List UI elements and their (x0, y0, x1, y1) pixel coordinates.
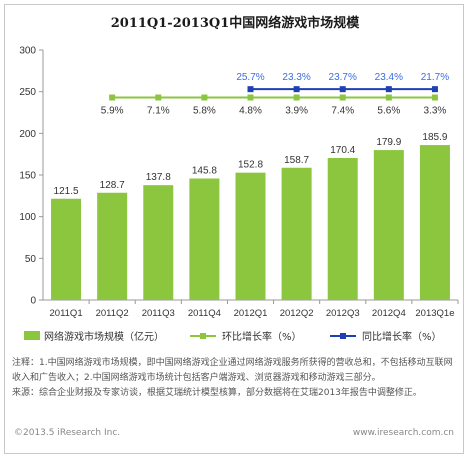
y-tick-label: 300 (19, 46, 36, 57)
x-tick-label: 2011Q3 (142, 308, 175, 319)
bar (327, 158, 358, 300)
bar-value-label: 179.9 (376, 137, 401, 148)
mom-growth-marker (385, 94, 392, 101)
mom-growth-label: 5.9% (101, 106, 124, 117)
mom-growth-label: 5.8% (193, 106, 216, 117)
mom-growth-label: 4.8% (239, 106, 262, 117)
mom-growth-marker (431, 94, 438, 101)
yoy-growth-marker (339, 86, 346, 93)
bar (189, 178, 220, 300)
x-tick-label: 2011Q4 (188, 308, 221, 319)
yoy-growth-label: 23.7% (329, 72, 357, 83)
bar-value-label: 137.8 (146, 172, 171, 183)
mom-growth-label: 3.3% (424, 106, 447, 117)
y-tick-label: 100 (19, 212, 36, 223)
mom-growth-label: 5.6% (377, 106, 400, 117)
note-text: 注释：1.中国网络游戏市场规模，即中国网络游戏企业通过网络游戏服务所获得的营收总… (12, 358, 453, 383)
x-tick-label: 2012Q3 (326, 308, 360, 319)
copyright-text: ©2013.5 iResearch Inc. (14, 428, 121, 438)
bar (97, 192, 128, 300)
x-tick-label: 2013Q1e (415, 308, 454, 319)
bar-value-label: 121.5 (54, 186, 79, 197)
y-tick-label: 250 (19, 87, 36, 98)
bar (235, 172, 266, 300)
bar-value-label: 158.7 (284, 155, 309, 166)
website-text: www.iresearch.com.cn (352, 428, 454, 438)
legend-yoy-label: 同比增长率（%） (362, 330, 442, 343)
mom-growth-marker (339, 94, 346, 101)
x-tick-label: 2012Q2 (280, 308, 314, 319)
bar-value-label: 152.8 (238, 160, 263, 171)
x-tick-label: 2012Q1 (234, 308, 268, 319)
yoy-growth-label: 25.7% (236, 72, 264, 83)
bar (143, 185, 174, 300)
mom-growth-label: 3.9% (285, 106, 308, 117)
bar (281, 167, 312, 300)
mom-growth-label: 7.4% (331, 106, 354, 117)
bar (373, 150, 404, 300)
source-text: 来源：综合企业财报及专家访谈，根据艾瑞统计模型核算，部分数据将在艾瑞2013年报… (12, 388, 422, 398)
yoy-growth-marker (293, 86, 300, 93)
bar-value-label: 128.7 (100, 180, 125, 191)
mom-growth-marker (155, 94, 162, 101)
bar (51, 198, 82, 300)
bar-value-label: 145.8 (192, 166, 217, 177)
yoy-growth-label: 21.7% (421, 72, 449, 83)
bar-value-label: 185.9 (422, 132, 447, 143)
y-tick-label: 150 (19, 171, 36, 182)
yoy-growth-marker (385, 86, 392, 93)
yoy-growth-label: 23.4% (375, 72, 403, 83)
bar-value-label: 170.4 (330, 145, 355, 156)
mom-growth-marker (109, 94, 116, 101)
yoy-growth-marker (431, 86, 438, 93)
y-tick-label: 50 (25, 254, 37, 265)
legend-bar-swatch (24, 331, 40, 340)
x-tick-label: 2011Q2 (96, 308, 129, 319)
y-tick-label: 0 (30, 296, 36, 307)
yoy-growth-marker (247, 86, 254, 93)
legend-yoy-marker (340, 333, 346, 339)
mom-growth-marker (293, 94, 300, 101)
chart-title: 2011Q1-2013Q1中国网络游戏市场规模 (110, 16, 360, 31)
legend-bar-label: 网络游戏市场规模（亿元） (44, 330, 164, 343)
legend-mom-marker (200, 333, 206, 339)
mom-growth-marker (201, 94, 208, 101)
x-tick-label: 2011Q1 (50, 308, 83, 319)
y-tick-label: 200 (19, 129, 36, 140)
yoy-growth-label: 23.3% (282, 72, 310, 83)
x-tick-label: 2012Q4 (372, 308, 406, 319)
legend-mom-label: 环比增长率（%） (222, 330, 302, 343)
bar (419, 145, 450, 300)
mom-growth-label: 7.1% (147, 106, 170, 117)
mom-growth-marker (247, 94, 254, 101)
